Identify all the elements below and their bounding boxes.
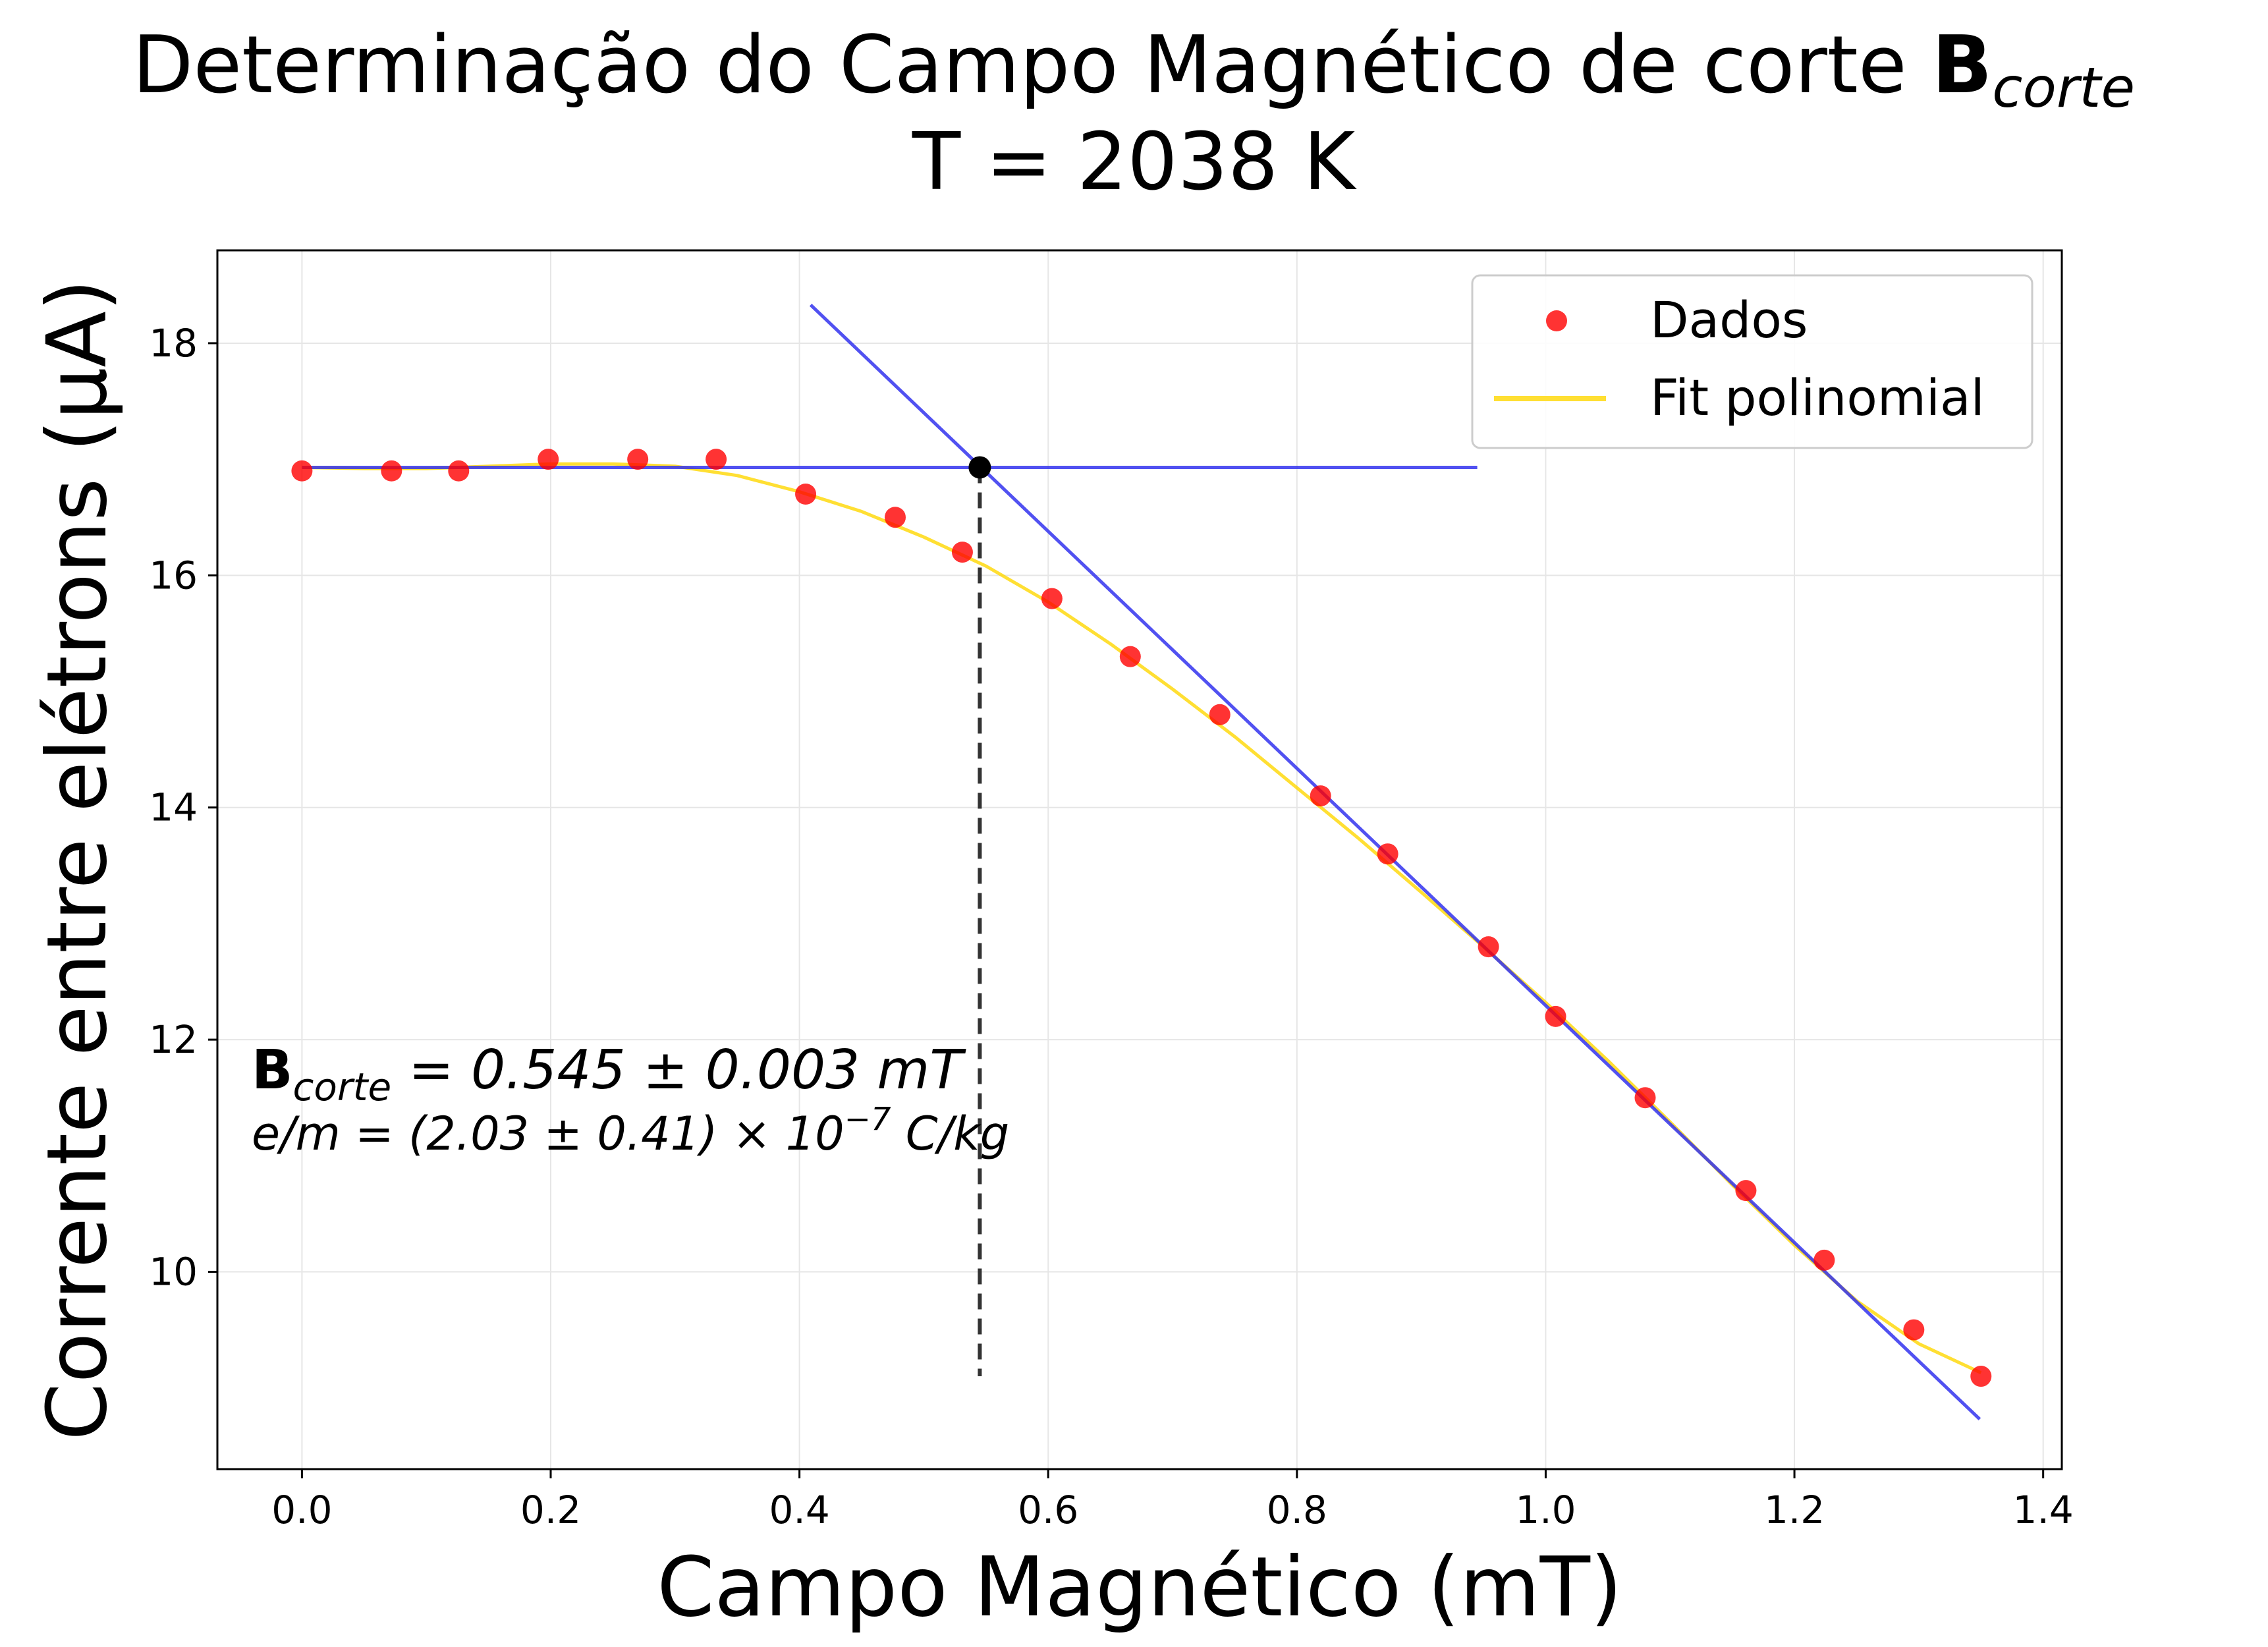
data-point-11 (1209, 704, 1231, 725)
data-point-19 (1903, 1319, 1925, 1341)
y-tick-label-0: 10 (149, 1249, 198, 1294)
chart-title-main: Determinação do Campo Magnético de corte (132, 20, 1932, 111)
tangent-line-1 (809, 303, 1981, 1421)
legend: Dados Fit polinomial (1471, 274, 2033, 449)
annotation-bcorte-value: = 0.545 ± 0.003 mT (391, 1039, 966, 1102)
annotation-bcorte-bold: B (252, 1039, 293, 1102)
data-point-8 (951, 542, 973, 563)
data-point-2 (448, 460, 470, 482)
x-axis-label: Campo Magnético (mT) (657, 1540, 1622, 1635)
chart-subtitle: T = 2038 K (912, 117, 1358, 208)
annotation-bcorte: Bcorte = 0.545 ± 0.003 mT (252, 1039, 966, 1109)
data-point-20 (1970, 1366, 1992, 1387)
data-point-18 (1813, 1249, 1835, 1271)
cut-point-marker (968, 456, 991, 479)
x-tick-label-2: 0.4 (769, 1488, 829, 1532)
legend-fit-label: Fit polinomial (1650, 368, 1985, 427)
y-tick-label-1: 12 (149, 1017, 198, 1062)
legend-box (1471, 274, 2033, 449)
data-point-5 (705, 449, 727, 470)
data-point-7 (884, 507, 906, 528)
chart-title-bold: B (1932, 20, 1992, 111)
tangent-lines (302, 303, 1981, 1421)
annotation-em: e/m = (2.03 ± 0.41) × 10−7 C/kg (252, 1101, 1009, 1161)
x-tick-label-4: 0.8 (1267, 1488, 1327, 1532)
annotation-em-exp: −7 (844, 1101, 891, 1138)
x-tick-label-3: 0.6 (1018, 1488, 1078, 1532)
data-point-6 (795, 484, 817, 505)
data-point-1 (381, 460, 402, 482)
chart-title-sub: corte (1992, 55, 2135, 120)
data-point-13 (1377, 843, 1398, 865)
data-point-10 (1119, 646, 1141, 667)
x-tick-label-0: 0.0 (271, 1488, 332, 1532)
data-point-9 (1041, 588, 1063, 609)
x-tick-label-1: 0.2 (520, 1488, 581, 1532)
x-tick-label-7: 1.4 (2013, 1488, 2074, 1532)
data-point-0 (291, 460, 313, 482)
y-tick-label-2: 14 (149, 785, 198, 830)
data-point-16 (1634, 1087, 1656, 1109)
y-tick-label-3: 16 (149, 553, 198, 598)
chart-title: Determinação do Campo Magnético de corte… (132, 20, 2135, 120)
fit-line-group (302, 462, 1982, 1375)
data-points (291, 449, 1992, 1387)
data-point-4 (627, 449, 649, 470)
data-point-3 (538, 449, 559, 470)
annotation-em-main: e/m = (2.03 ± 0.41) × 10 (252, 1107, 844, 1161)
data-point-14 (1478, 936, 1499, 958)
cut-point-group (968, 456, 991, 479)
data-point-12 (1310, 785, 1331, 807)
x-tick-label-6: 1.2 (1764, 1488, 1825, 1532)
axis-ticks: 0.0 0.2 0.4 0.6 0.8 1.0 1.2 1.4 10 12 14 16 18 (149, 321, 2074, 1532)
annotation-bcorte-sub: corte (293, 1065, 392, 1109)
plot-frame (216, 249, 2063, 1470)
annotation-em-unit: C/kg (891, 1107, 1009, 1161)
data-point-15 (1545, 1005, 1566, 1027)
legend-dados-label: Dados (1650, 291, 1808, 349)
fit-polinomial-line (302, 462, 1982, 1375)
data-point-17 (1735, 1180, 1757, 1202)
y-tick-label-4: 18 (149, 321, 198, 366)
legend-dados-marker (1546, 310, 1567, 331)
x-tick-label-5: 1.0 (1515, 1488, 1576, 1532)
y-axis-label: Corrente entre elétrons (μA) (30, 279, 125, 1440)
